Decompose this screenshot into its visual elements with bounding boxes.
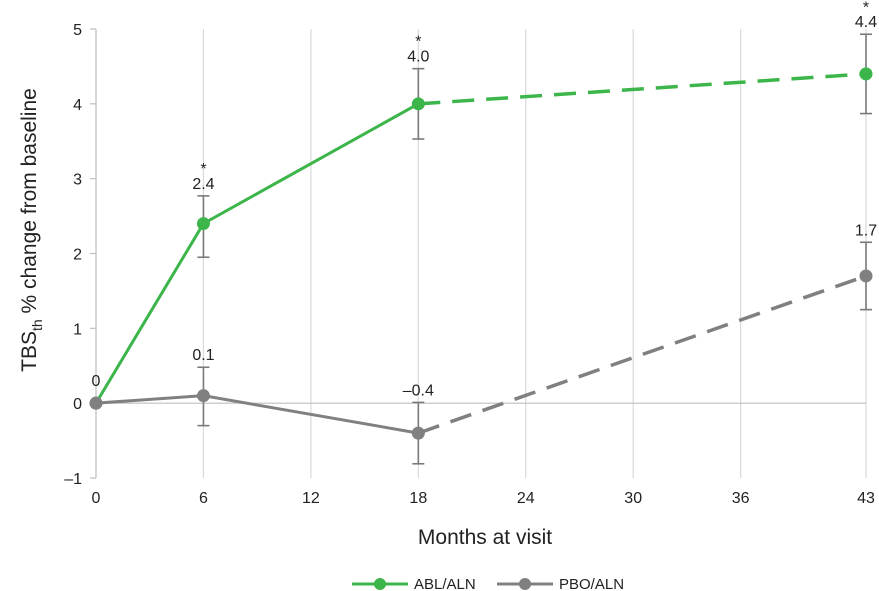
y-tick-label-0: 0 bbox=[73, 396, 82, 413]
significance-marker-abl-aln-6: * bbox=[200, 161, 206, 178]
y-axis-title: TBSth % change from baseline bbox=[18, 88, 45, 372]
data-label-pbo-aln-18: –0.4 bbox=[403, 382, 434, 399]
x-tick-label-43: 43 bbox=[857, 490, 875, 507]
y-axis-title-subscript: th bbox=[29, 319, 45, 331]
series-line-dashed-pbo-aln bbox=[417, 274, 867, 435]
legend-item-abl-aln: ABL/ALN bbox=[352, 576, 476, 591]
data-point-abl-aln-43 bbox=[859, 67, 873, 81]
series-layer bbox=[89, 33, 873, 465]
data-label-pbo-aln-6: 0.1 bbox=[192, 347, 214, 364]
x-axis-title: Months at visit bbox=[418, 526, 552, 549]
y-axis-title-rest: % change from baseline bbox=[18, 88, 41, 319]
legend-swatch-marker bbox=[374, 578, 386, 590]
data-point-pbo-aln-18 bbox=[411, 426, 425, 440]
legend-label-abl-aln: ABL/ALN bbox=[414, 576, 476, 591]
series-pbo-aln bbox=[89, 241, 873, 465]
series-abl-aln bbox=[89, 33, 873, 410]
y-tick-label-4: 4 bbox=[73, 97, 82, 114]
legend-label-pbo-aln: PBO/ALN bbox=[559, 576, 624, 591]
x-tick-label-0: 0 bbox=[92, 490, 101, 507]
x-tick-label-36: 36 bbox=[732, 490, 750, 507]
series-line-solid-abl-aln bbox=[94, 102, 420, 404]
y-tick-label-–1: –1 bbox=[64, 471, 82, 488]
x-tick-label-6: 6 bbox=[199, 490, 208, 507]
y-tick-label-5: 5 bbox=[73, 22, 82, 39]
y-axis-title-main: TBS bbox=[18, 331, 41, 372]
legend: ABL/ALN PBO/ALN bbox=[352, 576, 624, 591]
x-tick-label-24: 24 bbox=[517, 490, 535, 507]
x-tick-label-18: 18 bbox=[409, 490, 427, 507]
series-line-dashed-abl-aln bbox=[418, 72, 867, 106]
data-label-abl-aln-18: 4.0 bbox=[407, 49, 429, 66]
series-line-solid-pbo-aln bbox=[95, 394, 419, 435]
data-label-abl-aln-6: 2.4 bbox=[192, 176, 214, 193]
data-point-pbo-aln-6 bbox=[196, 389, 210, 403]
data-labels: 02.4*4.0*4.4*0.1–0.41.7 bbox=[92, 0, 878, 399]
data-label-abl-aln-43: 4.4 bbox=[855, 14, 877, 31]
y-tick-label-3: 3 bbox=[73, 172, 82, 189]
y-tick-label-1: 1 bbox=[73, 321, 82, 338]
data-label-abl-aln-0: 0 bbox=[92, 373, 101, 390]
data-point-abl-aln-6 bbox=[196, 217, 210, 231]
x-tick-label-30: 30 bbox=[624, 490, 642, 507]
data-point-abl-aln-18 bbox=[411, 97, 425, 111]
data-point-pbo-aln-0 bbox=[89, 396, 103, 410]
x-tick-label-12: 12 bbox=[302, 490, 320, 507]
significance-marker-abl-aln-18: * bbox=[415, 34, 421, 51]
data-label-pbo-aln-43: 1.7 bbox=[855, 222, 877, 239]
y-tick-label-2: 2 bbox=[73, 247, 82, 264]
legend-swatch-marker bbox=[519, 578, 531, 590]
significance-marker-abl-aln-43: * bbox=[863, 0, 869, 16]
legend-item-pbo-aln: PBO/ALN bbox=[497, 576, 624, 591]
data-point-pbo-aln-43 bbox=[859, 269, 873, 283]
